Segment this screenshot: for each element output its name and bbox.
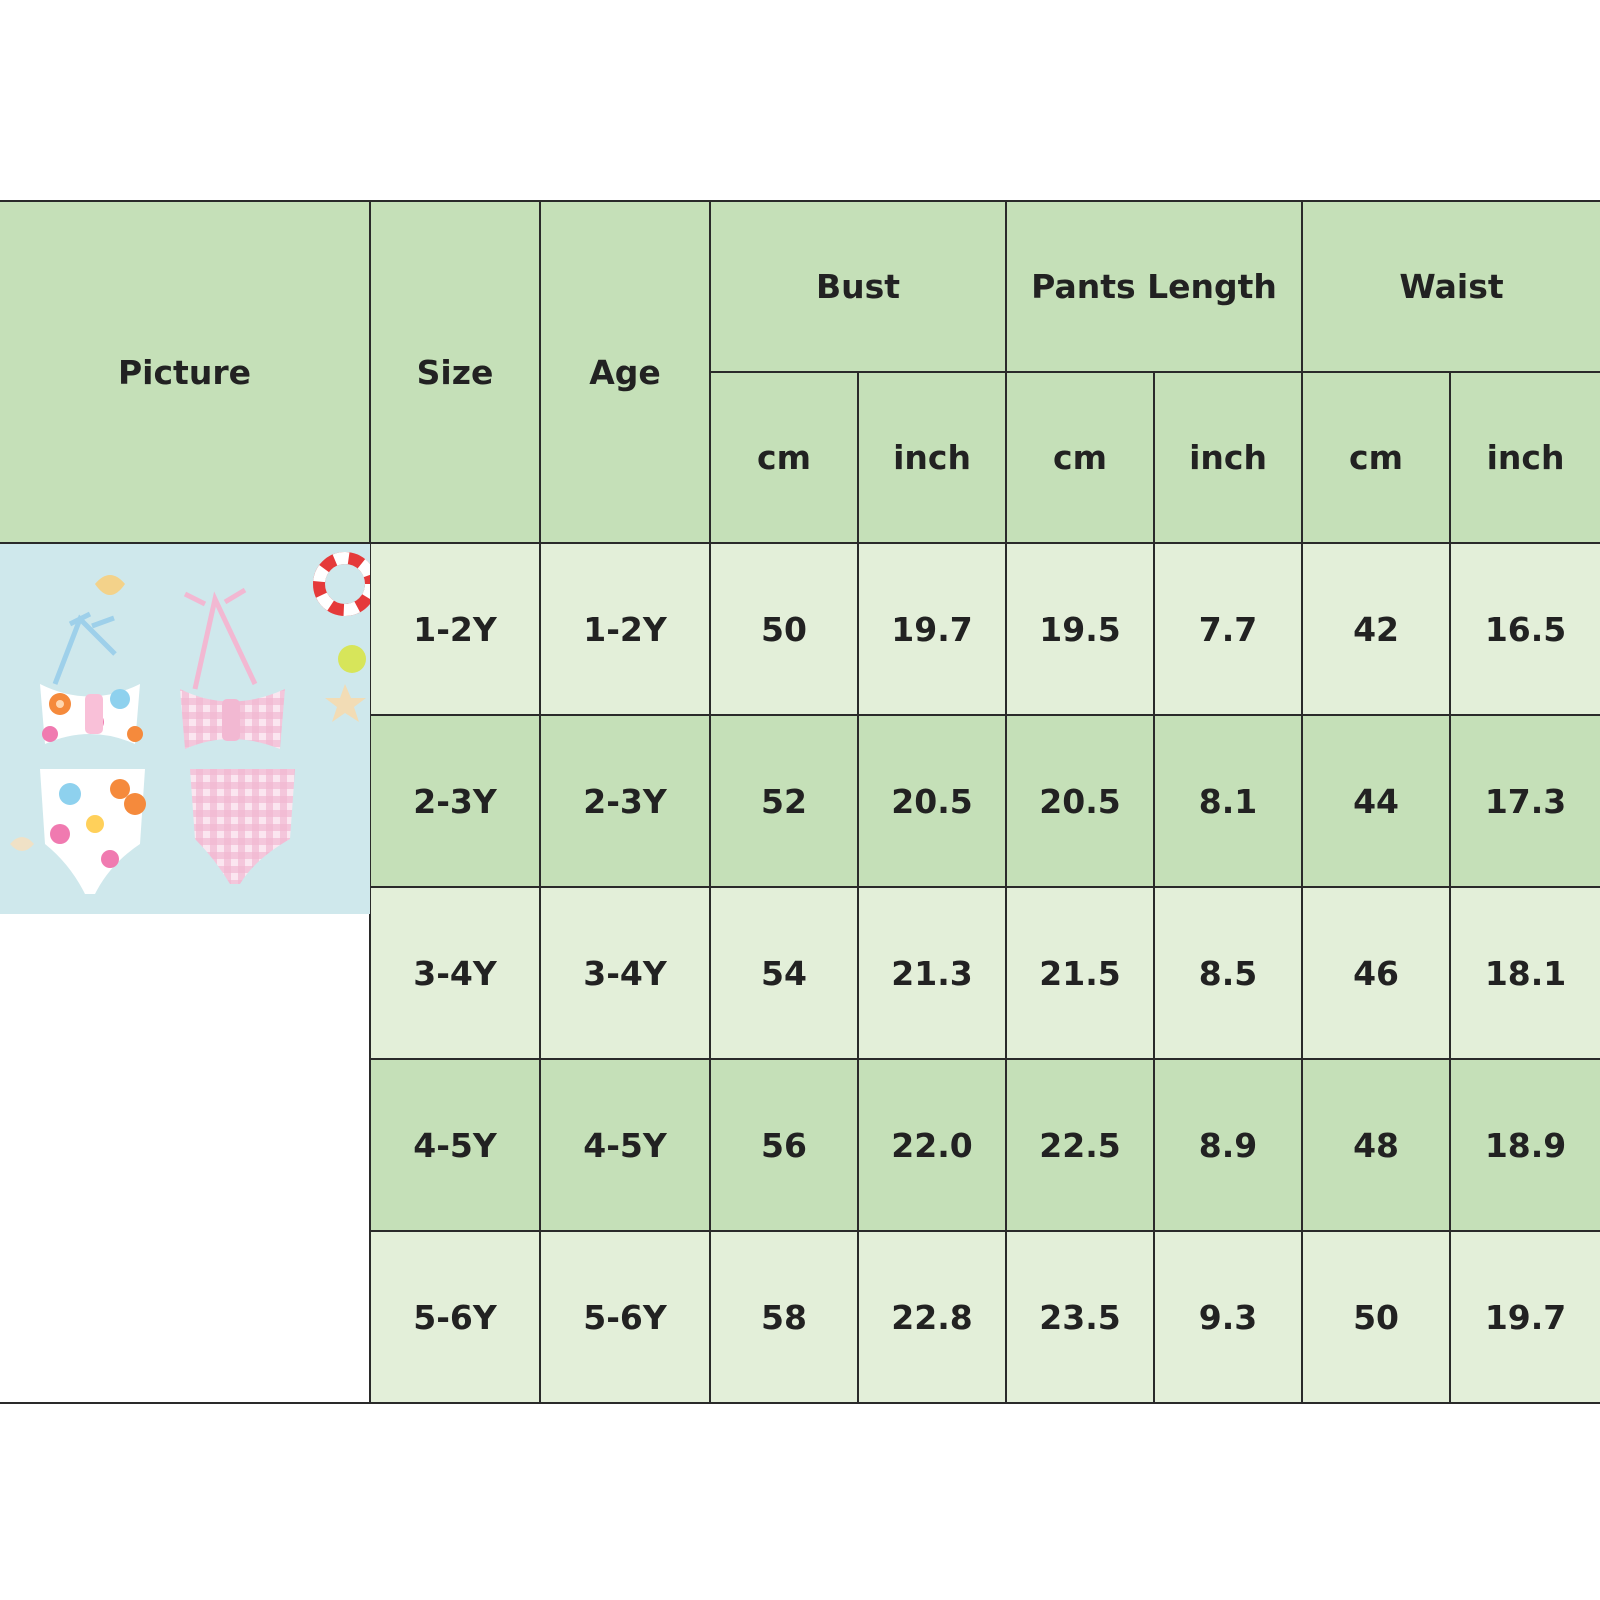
header-waist-inch: inch (1449, 371, 1600, 544)
cell-bust-inch: 22.0 (856, 1058, 1008, 1232)
header-bust-inch: inch (856, 371, 1008, 544)
cell-age: 3-4Y (539, 886, 711, 1060)
table-row: 1-2Y 1-2Y 50 19.7 19.5 7.7 42 16.5 (0, 542, 1600, 1404)
cell-bust-inch: 22.8 (856, 1230, 1008, 1404)
cell-bust-cm: 56 (709, 1058, 859, 1232)
cell-bust-cm: 52 (709, 714, 859, 888)
header-picture: Picture (0, 200, 371, 544)
cell-bust-inch: 21.3 (856, 886, 1008, 1060)
cell-bust-cm: 50 (709, 542, 859, 716)
cell-size: 3-4Y (370, 886, 541, 1060)
cell-waist-inch: 16.5 (1449, 542, 1600, 716)
header-bust-cm: cm (710, 371, 859, 544)
cell-pants-cm: 23.5 (1005, 1230, 1156, 1404)
cell-bust-inch: 20.5 (856, 714, 1008, 888)
cell-age: 5-6Y (539, 1230, 711, 1404)
cell-pants-inch: 8.5 (1153, 886, 1304, 1060)
cell-size: 5-6Y (370, 1230, 541, 1404)
cell-waist-cm: 42 (1301, 542, 1452, 716)
cell-size: 4-5Y (370, 1058, 541, 1232)
cell-waist-inch: 19.7 (1449, 1230, 1600, 1404)
cell-waist-inch: 18.1 (1449, 886, 1600, 1060)
cell-waist-cm: 44 (1301, 714, 1452, 888)
cell-waist-cm: 46 (1301, 886, 1452, 1060)
cell-bust-cm: 58 (709, 1230, 859, 1404)
table-row: 3-4Y 3-4Y 54 21.3 21.5 8.5 46 18.1 (0, 886, 1600, 1060)
table-row: 4-5Y 4-5Y 56 22.0 22.5 8.9 48 18.9 (0, 1058, 1600, 1232)
cell-pants-cm: 20.5 (1005, 714, 1156, 888)
cell-bust-inch: 19.7 (856, 542, 1008, 716)
header-waist: Waist (1301, 200, 1600, 373)
cell-size: 2-3Y (370, 714, 541, 888)
cell-age: 2-3Y (539, 714, 711, 888)
cell-pants-cm: 21.5 (1005, 886, 1156, 1060)
header-pants-length: Pants Length (1005, 200, 1304, 373)
cell-pants-inch: 7.7 (1153, 542, 1304, 716)
cell-pants-cm: 19.5 (1005, 542, 1156, 716)
cell-age: 1-2Y (539, 542, 711, 716)
swimsuit-illustration (0, 544, 370, 914)
cell-waist-inch: 17.3 (1449, 714, 1600, 888)
cell-pants-cm: 22.5 (1005, 1058, 1156, 1232)
header-waist-cm: cm (1301, 371, 1452, 544)
table-row: 5-6Y 5-6Y 58 22.8 23.5 9.3 50 19.7 (0, 1230, 1600, 1404)
header-pants-inch: inch (1153, 371, 1304, 544)
product-image (0, 544, 370, 914)
header-size: Size (369, 200, 541, 544)
cell-pants-inch: 9.3 (1153, 1230, 1304, 1404)
cell-pants-inch: 8.9 (1153, 1058, 1304, 1232)
cell-waist-cm: 50 (1301, 1230, 1452, 1404)
cell-size: 1-2Y (369, 542, 541, 716)
header-bust: Bust (708, 200, 1008, 373)
product-picture-cell (0, 542, 371, 1404)
header-pants-cm: cm (1005, 371, 1156, 544)
table-row: 2-3Y 2-3Y 52 20.5 20.5 8.1 44 17.3 (0, 714, 1600, 888)
cell-bust-cm: 54 (709, 886, 859, 1060)
cell-age: 4-5Y (539, 1058, 711, 1232)
cell-pants-inch: 8.1 (1153, 714, 1304, 888)
size-chart-table: Picture Size Age Bust Pants Length Waist… (0, 200, 1600, 1404)
cell-waist-inch: 18.9 (1449, 1058, 1600, 1232)
cell-waist-cm: 48 (1301, 1058, 1452, 1232)
header-age: Age (539, 200, 711, 544)
